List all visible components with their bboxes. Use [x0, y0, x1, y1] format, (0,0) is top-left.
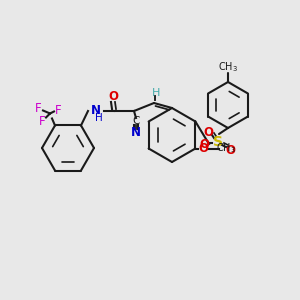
Text: O: O	[203, 125, 213, 139]
Text: N: N	[91, 104, 101, 118]
Text: S: S	[213, 135, 223, 149]
Text: C: C	[132, 116, 140, 126]
Text: O: O	[108, 91, 118, 103]
Text: CH$_3$: CH$_3$	[216, 142, 236, 155]
Text: O: O	[198, 142, 208, 155]
Text: H: H	[95, 113, 103, 123]
Text: O: O	[199, 137, 209, 151]
Text: H: H	[152, 88, 160, 98]
Text: O: O	[225, 143, 235, 157]
Text: F: F	[39, 115, 45, 128]
Text: F: F	[35, 102, 41, 115]
Text: CH$_3$: CH$_3$	[218, 60, 238, 74]
Text: N: N	[131, 127, 141, 140]
Text: F: F	[55, 104, 61, 117]
